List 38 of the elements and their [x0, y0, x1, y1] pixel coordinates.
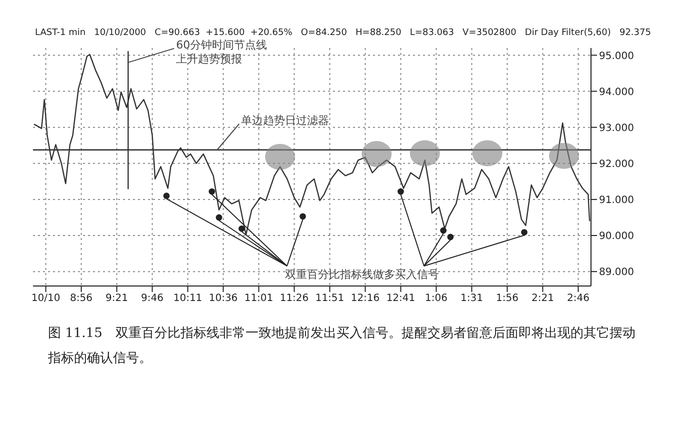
legend-label: 双重百分比指标线做多买入信号	[285, 268, 439, 281]
y-tick-label: 92.000	[599, 158, 634, 170]
x-tick-label: 2:46	[566, 293, 590, 304]
x-tick-label: 1:56	[496, 293, 518, 304]
x-tick-label: 12:16	[350, 293, 380, 304]
point	[398, 188, 404, 195]
ref-line-label: 单边趋势日过滤器	[241, 114, 330, 127]
x-tick-label: 10:36	[208, 293, 238, 304]
point	[440, 227, 447, 234]
annotation: 60分钟时间节点线上升趋势预报	[176, 38, 268, 66]
x-tick-label: 1:06	[425, 293, 448, 304]
y-tick-label: 90.000	[599, 231, 634, 242]
y-tick-label: 89.000	[599, 267, 634, 278]
x-tick-label: 11:01	[244, 293, 274, 304]
point	[216, 214, 222, 221]
point	[300, 213, 306, 220]
x-tick-label: 11:26	[280, 293, 309, 304]
x-tick-label: 11:51	[315, 293, 344, 304]
caption: 图 11.15 双重百分比指标线非常一致地提前发出买入信号。提醒交易者留意后面即将出现的其它摆动指标的确认信号。	[48, 325, 636, 368]
x-tick-label: 8:56	[70, 293, 93, 304]
x-tick-label: 10:11	[173, 293, 202, 304]
y-tick-label: 95.000	[599, 50, 634, 62]
x-tick-label: 1:31	[460, 293, 483, 304]
x-tick-label: 9:46	[141, 293, 164, 304]
x-tick-label: 12:41	[386, 293, 416, 304]
y-tick-label: 91.000	[599, 195, 634, 206]
y-tick-label: 94.000	[599, 86, 634, 98]
point	[238, 225, 245, 232]
y-tick-label: 93.000	[599, 122, 634, 134]
x-tick-label: 10/10	[31, 293, 60, 304]
x-tick-label: 9:21	[106, 293, 128, 304]
point	[208, 188, 216, 195]
line-series	[34, 54, 590, 236]
point	[447, 234, 454, 240]
chart-subtitle: LAST-1 min 10/10/2000 C=90.663 +15.600 +20.65% O=84.250 H=88.250 L=83.063 V=3502800 Dir Day Filter(5,60) 92.375	[35, 28, 651, 38]
point	[521, 229, 528, 236]
x-tick-label: 2:21	[531, 293, 554, 304]
point	[163, 192, 170, 200]
